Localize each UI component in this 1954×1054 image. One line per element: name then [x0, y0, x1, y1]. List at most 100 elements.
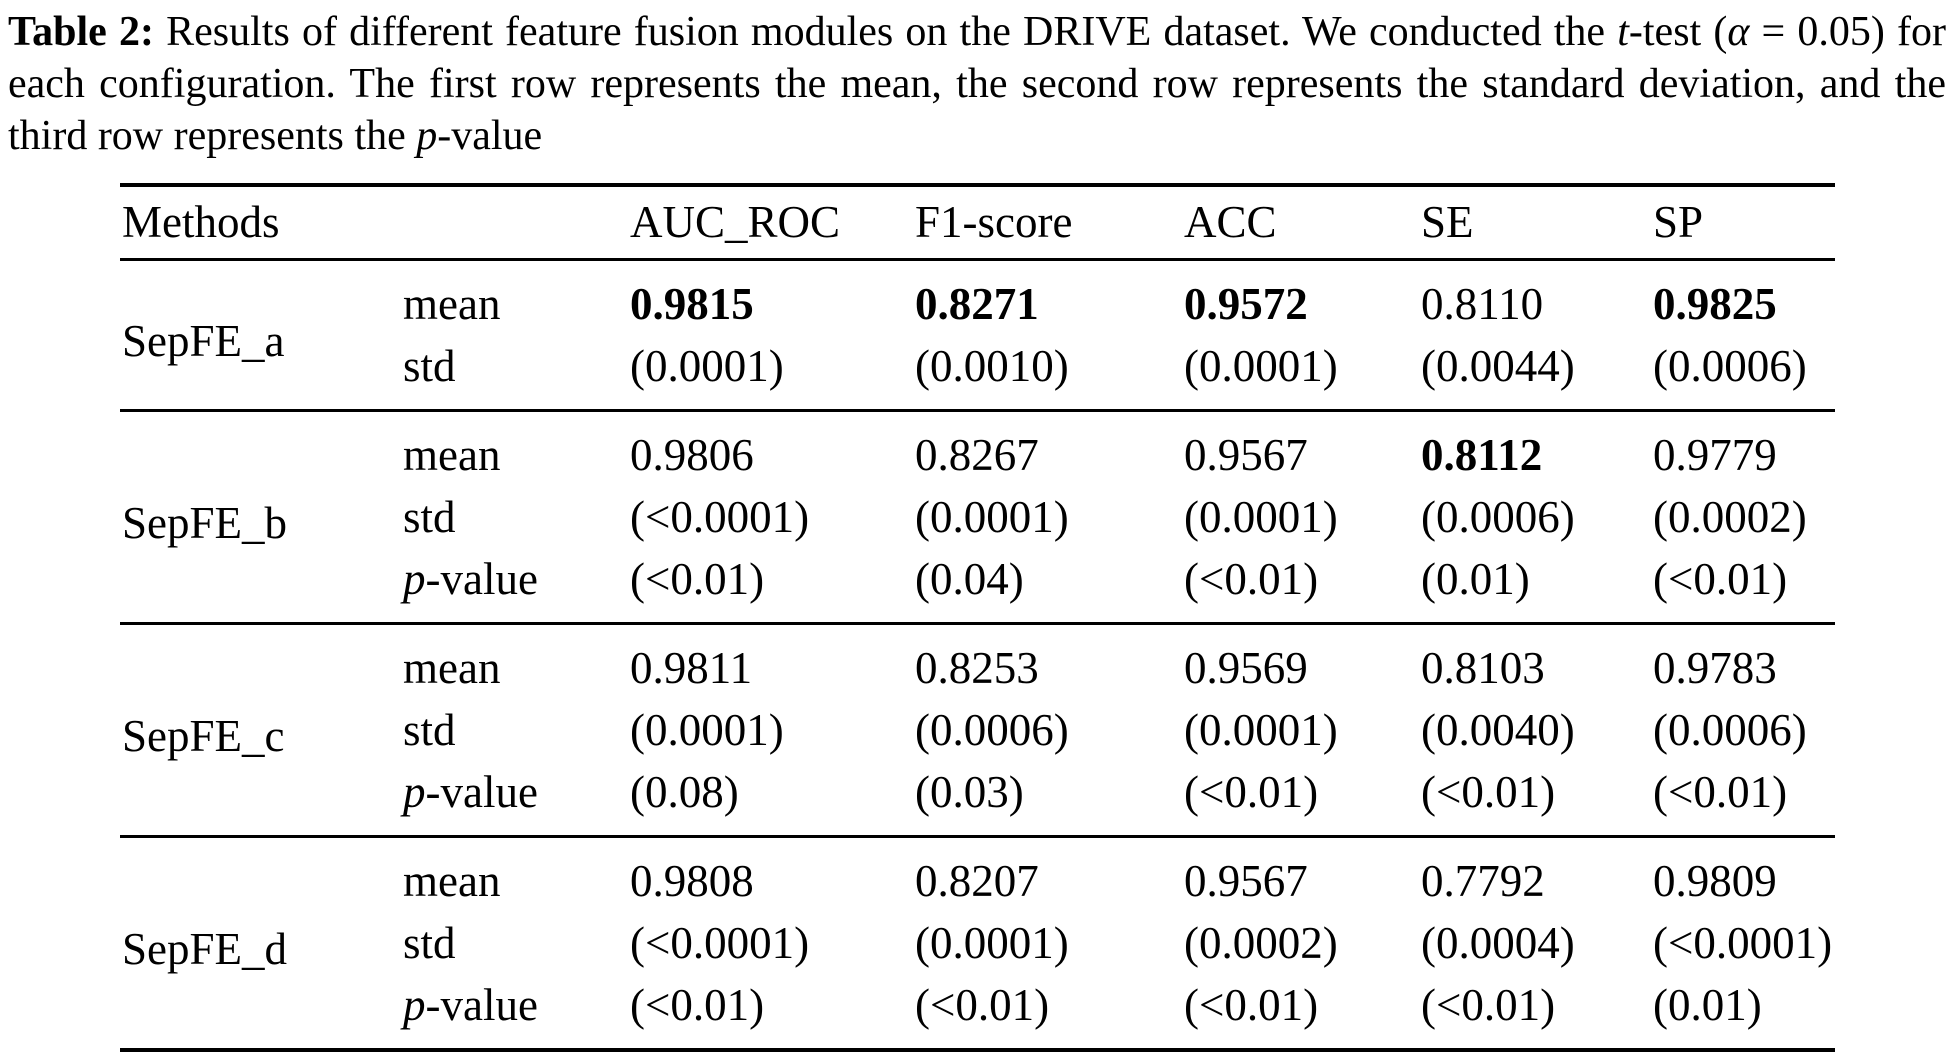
table-row: SepFE_c mean 0.9811 0.8253 0.9569 0.8103 0.978…: [120, 623, 1835, 761]
stat-row-label: p-value: [403, 548, 630, 624]
method-group-sepfe_b: SepFE_b mean 0.9806 0.8267 0.9567 0.8112 0.977…: [120, 410, 1835, 623]
method-group-sepfe_a: SepFE_a mean 0.9815 0.8271 0.9572 0.8110 0.982…: [120, 259, 1835, 410]
value-cell: (<0.0001): [1653, 917, 1833, 968]
caption-italic-term: α: [1727, 9, 1750, 55]
table-row: p-value (<0.01) (0.04) (<0.01) (0.01) (<0.01): [120, 548, 1835, 624]
p-italic: p: [403, 553, 426, 604]
value-cell: (0.0001): [630, 340, 784, 391]
value-cell: (0.04): [915, 553, 1024, 604]
value-cell: (0.0006): [1421, 491, 1575, 542]
method-name: SepFE_c: [122, 710, 285, 761]
value-cell: (0.0001): [915, 491, 1069, 542]
value-cell: (0.0006): [1653, 340, 1807, 391]
stat-row-label-text: -value: [425, 553, 538, 604]
value-cell: 0.9811: [630, 642, 753, 693]
table-row: std (<0.0001) (0.0001) (0.0001) (0.0006) (0.0…: [120, 486, 1835, 548]
p-italic: p: [403, 979, 426, 1030]
table-row: SepFE_b mean 0.9806 0.8267 0.9567 0.8112 0.977…: [120, 410, 1835, 548]
value-cell: (0.0001): [915, 917, 1069, 968]
value-cell: (0.0002): [1184, 917, 1338, 968]
results-table: Methods AUC_ROC F1-score ACC SE SP SepFE_a mea…: [120, 183, 1835, 1052]
stat-row-label: p-value: [403, 761, 630, 837]
value-cell: 0.7792: [1421, 855, 1545, 906]
value-cell: (<0.01): [1421, 766, 1556, 817]
column-header-se: SE: [1421, 197, 1474, 248]
value-cell: (0.0001): [1184, 491, 1338, 542]
caption-segment: = 0.05) for each configuration. The firs…: [8, 9, 1946, 159]
table-row: std (0.0001) (0.0006) (0.0001) (0.0040) (0.00…: [120, 699, 1835, 761]
value-cell: (0.01): [1653, 979, 1762, 1030]
method-name: SepFE_b: [122, 497, 288, 548]
stat-row-label: std: [403, 917, 456, 968]
value-cell: (0.0006): [915, 704, 1069, 755]
value-cell: 0.8103: [1421, 642, 1545, 693]
value-cell: (<0.0001): [630, 917, 810, 968]
value-cell: (<0.01): [1421, 979, 1556, 1030]
value-cell: 0.9569: [1184, 642, 1308, 693]
value-cell: (<0.01): [1184, 553, 1319, 604]
table-row: p-value (0.08) (0.03) (<0.01) (<0.01) (<0.01): [120, 761, 1835, 837]
table-row: std (0.0001) (0.0010) (0.0001) (0.0044) (0.00…: [120, 335, 1835, 411]
stat-row-label: std: [403, 340, 456, 391]
value-cell: (0.0006): [1653, 704, 1807, 755]
stat-row-label: std: [403, 704, 456, 755]
value-cell: (0.0010): [915, 340, 1069, 391]
value-cell: (0.08): [630, 766, 739, 817]
value-cell: (0.0001): [1184, 340, 1338, 391]
stat-row-label: mean: [403, 278, 501, 329]
value-cell: 0.9806: [630, 429, 754, 480]
caption-italic-term: p: [416, 113, 438, 159]
value-cell: (0.0040): [1421, 704, 1575, 755]
value-cell: 0.8110: [1421, 278, 1544, 329]
caption-label: Table 2:: [8, 9, 154, 55]
column-header-sp: SP: [1653, 197, 1704, 248]
value-cell: (0.0044): [1421, 340, 1575, 391]
table-row: SepFE_a mean 0.9815 0.8271 0.9572 0.8110 0.982…: [120, 259, 1835, 366]
value-cell: (0.0004): [1421, 917, 1575, 968]
method-group-sepfe_c: SepFE_c mean 0.9811 0.8253 0.9569 0.8103 0.978…: [120, 623, 1835, 836]
caption-segment: -value: [437, 113, 543, 159]
p-italic: p: [403, 766, 426, 817]
stat-row-label: mean: [403, 642, 501, 693]
value-cell: 0.8253: [915, 642, 1039, 693]
stat-row-label-text: -value: [425, 979, 538, 1030]
value-cell: 0.8207: [915, 855, 1039, 906]
value-cell: 0.9808: [630, 855, 754, 906]
table-caption: Table 2: Results of different feature fu…: [0, 0, 1954, 162]
value-cell: 0.9809: [1653, 855, 1777, 906]
caption-segment: -test (: [1628, 9, 1728, 55]
value-cell: (0.03): [915, 766, 1024, 817]
value-cell: 0.9567: [1184, 855, 1308, 906]
column-header-f1-score: F1-score: [915, 197, 1073, 248]
value-cell: (0.0001): [630, 704, 784, 755]
value-cell: (<0.01): [1184, 979, 1319, 1030]
table-row: std (<0.0001) (0.0001) (0.0002) (0.0004) (<0.…: [120, 912, 1835, 974]
table-head: Methods AUC_ROC F1-score ACC SE SP: [120, 185, 1835, 259]
value-cell: (<0.01): [630, 979, 765, 1030]
value-cell: (0.0002): [1653, 491, 1807, 542]
column-header-auc-roc: AUC_ROC: [630, 197, 841, 248]
value-cell: (0.01): [1421, 553, 1530, 604]
column-header-acc: ACC: [1184, 197, 1277, 248]
table-header-row: Methods AUC_ROC F1-score ACC SE SP: [120, 185, 1835, 259]
value-cell: 0.8267: [915, 429, 1039, 480]
value-cell: 0.9825: [1653, 278, 1777, 329]
table-caption-text: Results of different feature fusion modu…: [8, 9, 1946, 159]
column-header-methods: Methods: [122, 197, 280, 248]
stat-row-label-text: -value: [425, 766, 538, 817]
stat-row-label: mean: [403, 855, 501, 906]
table-row: p-value (<0.01) (<0.01) (<0.01) (<0.01) (0.01…: [120, 974, 1835, 1050]
caption-segment: Results of different feature fusion modu…: [153, 9, 1618, 55]
value-cell: 0.9779: [1653, 429, 1777, 480]
value-cell: (<0.01): [1653, 553, 1788, 604]
stat-row-label: p-value: [403, 974, 630, 1050]
table-row: SepFE_d mean 0.9808 0.8207 0.9567 0.7792 0.980…: [120, 836, 1835, 974]
value-cell: 0.8112: [1421, 429, 1543, 480]
value-cell: (<0.01): [1184, 766, 1319, 817]
value-cell: 0.9572: [1184, 278, 1308, 329]
method-name: SepFE_d: [122, 923, 288, 974]
value-cell: 0.9567: [1184, 429, 1308, 480]
caption-italic-term: t: [1617, 9, 1629, 55]
stat-row-label: mean: [403, 429, 501, 480]
